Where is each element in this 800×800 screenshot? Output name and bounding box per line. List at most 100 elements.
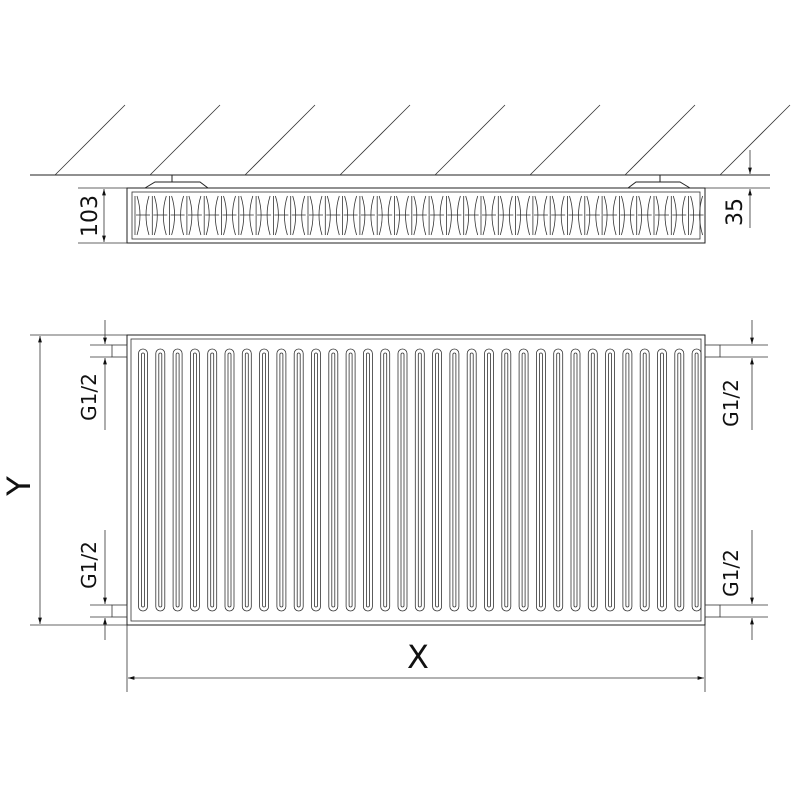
convector-fin (360, 195, 375, 236)
panel-fin (622, 348, 633, 612)
panel-fin (587, 348, 598, 612)
panel-fin (138, 348, 148, 612)
panel-fin (605, 348, 615, 612)
panel-fin (536, 348, 546, 612)
panel-fin (380, 348, 391, 612)
panel-fin-inner (556, 352, 561, 608)
panel-fin (674, 348, 685, 612)
bracket-right (627, 181, 691, 189)
radiator-front-outline (126, 334, 706, 626)
convector-fin (447, 195, 462, 236)
panel-fin (293, 348, 304, 612)
panel-fin-inner (383, 352, 388, 608)
panel-fin (259, 348, 270, 612)
panel-fin-inner (210, 352, 215, 608)
panel-fin-inner (539, 352, 543, 608)
wall-gap-label: 35 (723, 198, 748, 226)
hatch-line (434, 104, 506, 176)
height-label: Y (0, 476, 38, 497)
panel-fin (189, 348, 200, 612)
panel-fin (345, 348, 356, 612)
convector-fin (343, 195, 358, 236)
panel-fin (311, 348, 321, 612)
convector-fin (430, 195, 445, 236)
convector-fin (533, 195, 548, 236)
top-view: 103 35 (78, 150, 770, 244)
panel-fin-inner (573, 352, 578, 608)
front-panel-fins (138, 348, 702, 612)
panel-fin-inner (435, 352, 440, 608)
panel-fin (484, 348, 494, 612)
convector-fin (482, 195, 496, 236)
convector-fin (257, 195, 272, 236)
depth-label: 103 (78, 195, 103, 237)
convector-fin (603, 195, 618, 236)
panel-fin-inner (365, 352, 370, 608)
convector-fin (136, 195, 150, 236)
panel-fin-inner (487, 352, 491, 608)
panel-fin-inner (296, 352, 301, 608)
panel-fin (449, 348, 460, 612)
panel-fin (224, 348, 235, 612)
panel-fin (639, 348, 650, 612)
convector-fin (274, 195, 289, 236)
panel-fin (432, 348, 443, 612)
panel-fin (172, 348, 183, 612)
convector-fin (222, 195, 237, 236)
panel-fin (414, 348, 425, 612)
connection-label-left-bottom: G1/2 (77, 541, 101, 589)
panel-fin-inner (504, 352, 509, 608)
hatch-line (54, 104, 126, 176)
convector-fin (672, 195, 687, 236)
panel-fin (691, 348, 702, 612)
convector-fin (568, 195, 583, 236)
convector-fin (187, 195, 202, 236)
pipe-right-bottom (704, 604, 721, 618)
convector-fin (205, 195, 220, 236)
pipe-left-bottom (111, 604, 128, 618)
panel-fin (657, 348, 667, 612)
hatch-line (244, 104, 316, 176)
panel-fin-inner (608, 352, 612, 608)
hatch-line (149, 104, 221, 176)
radiator-top-outline (126, 187, 706, 244)
panel-fin-inner (331, 352, 336, 608)
panel-fin (466, 348, 477, 612)
panel-fin-inner (175, 352, 180, 608)
panel-fin-inner (141, 352, 145, 608)
top-convector-fins (134, 195, 704, 236)
convector-fin (516, 195, 531, 236)
hatch-line (529, 104, 601, 176)
connection-label-left-top: G1/2 (77, 373, 101, 421)
hatch-line (719, 104, 791, 176)
panel-fin (553, 348, 564, 612)
convector-fin (637, 195, 652, 236)
panel-fin-inner (158, 352, 163, 608)
panel-fin (501, 348, 512, 612)
panel-fin-inner (452, 352, 457, 608)
panel-fin (570, 348, 581, 612)
panel-fin-inner (590, 352, 595, 608)
convector-fin (153, 195, 168, 236)
width-label: X (407, 638, 429, 676)
panel-fin-inner (642, 352, 647, 608)
panel-fin-inner (677, 352, 682, 608)
panel-fin (207, 348, 218, 612)
panel-fin-inner (625, 352, 630, 608)
convector-fin (378, 195, 393, 236)
panel-fin-inner (279, 352, 284, 608)
convector-fin (585, 195, 600, 236)
panel-fin-inner (660, 352, 664, 608)
panel-fin-inner (417, 352, 422, 608)
panel-fin-inner (694, 352, 699, 608)
panel-fin (328, 348, 339, 612)
panel-fin (155, 348, 166, 612)
panel-fin-inner (262, 352, 267, 608)
connection-label-right-top: G1/2 (719, 379, 743, 427)
panel-fin-inner (400, 352, 405, 608)
panel-fin-inner (244, 352, 249, 608)
panel-fin-inner (348, 352, 353, 608)
convector-fin (689, 195, 704, 236)
